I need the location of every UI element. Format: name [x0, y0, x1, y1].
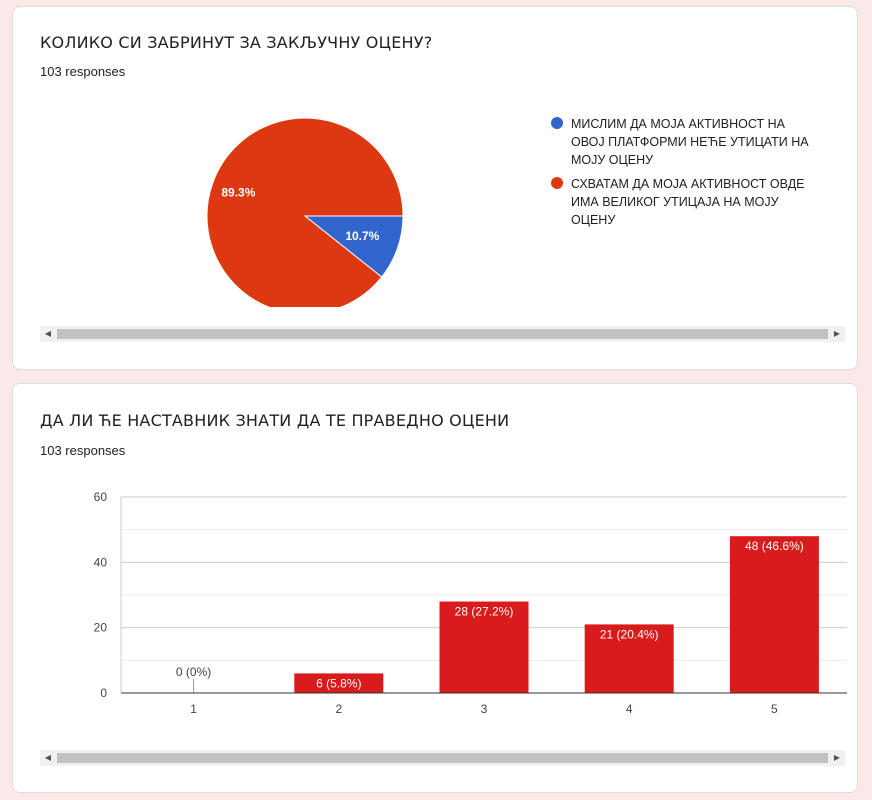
scroll-thumb[interactable] — [57, 753, 828, 763]
legend-marker — [551, 177, 563, 189]
arrow-left-icon[interactable]: ◀ — [44, 329, 52, 338]
arrow-right-icon[interactable]: ▶ — [833, 753, 841, 762]
pie-slice[interactable] — [206, 117, 404, 307]
horizontal-scrollbar[interactable]: ◀ ▶ — [40, 326, 845, 342]
bar-data-label: 28 (27.2%) — [455, 605, 514, 619]
legend-label: МИСЛИМ ДА МОЈА АКТИВНОСТ НА ОВОЈ ПЛАТФОР… — [571, 117, 809, 167]
question-card-1: КОЛИКО СИ ЗАБРИНУТ ЗА ЗАКЉУЧНУ ОЦЕНУ? 10… — [12, 6, 858, 370]
legend-item[interactable]: МИСЛИМ ДА МОЈА АКТИВНОСТ НА ОВОЈ ПЛАТФОР… — [551, 115, 821, 169]
y-tick-label: 40 — [94, 555, 108, 569]
y-tick-label: 0 — [100, 686, 107, 700]
scroll-thumb[interactable] — [57, 329, 828, 339]
legend-item[interactable]: СХВАТАМ ДА МОЈА АКТИВНОСТ ОВДЕ ИМА ВЕЛИК… — [551, 175, 821, 229]
bar[interactable] — [729, 536, 819, 693]
legend-marker — [551, 117, 563, 129]
bar[interactable] — [439, 601, 529, 693]
y-tick-label: 20 — [94, 621, 108, 635]
question-title: КОЛИКО СИ ЗАБРИНУТ ЗА ЗАКЉУЧНУ ОЦЕНУ? — [40, 33, 433, 52]
pie-chart: 10.7% 89.3% — [206, 117, 404, 307]
pie-slice-label: 10.7% — [345, 229, 379, 243]
bar[interactable] — [584, 624, 674, 693]
question-title: ДА ЛИ ЋЕ НАСТАВНИК ЗНАТИ ДА ТЕ ПРАВЕДНО … — [40, 411, 510, 430]
pie-legend: МИСЛИМ ДА МОЈА АКТИВНОСТ НА ОВОЈ ПЛАТФОР… — [551, 115, 821, 235]
x-tick-label: 4 — [626, 702, 633, 716]
bar-data-label: 0 (0%) — [176, 665, 211, 679]
x-tick-label: 2 — [335, 702, 342, 716]
bar-data-label: 21 (20.4%) — [600, 627, 659, 641]
y-tick-label: 60 — [94, 490, 108, 504]
pie-slice-label: 89.3% — [221, 186, 255, 200]
bar-chart: 0 20 40 60 0 (0%) 1 6 (5.8%) 2 28 (27.2%) 3 21 (20… — [94, 490, 847, 716]
question-card-2: ДА ЛИ ЋЕ НАСТАВНИК ЗНАТИ ДА ТЕ ПРАВЕДНО … — [12, 383, 858, 793]
response-count: 103 responses — [40, 443, 126, 458]
arrow-right-icon[interactable]: ▶ — [833, 329, 841, 338]
response-count: 103 responses — [40, 64, 126, 79]
bar[interactable] — [294, 673, 384, 693]
legend-label: СХВАТАМ ДА МОЈА АКТИВНОСТ ОВДЕ ИМА ВЕЛИК… — [571, 177, 805, 227]
bar-data-label: 48 (46.6%) — [745, 539, 804, 553]
horizontal-scrollbar[interactable]: ◀ ▶ — [40, 750, 845, 766]
x-tick-label: 1 — [190, 702, 197, 716]
x-tick-label: 3 — [481, 702, 488, 716]
bar-data-label: 6 (5.8%) — [316, 676, 361, 690]
x-tick-label: 5 — [771, 702, 778, 716]
arrow-left-icon[interactable]: ◀ — [44, 753, 52, 762]
